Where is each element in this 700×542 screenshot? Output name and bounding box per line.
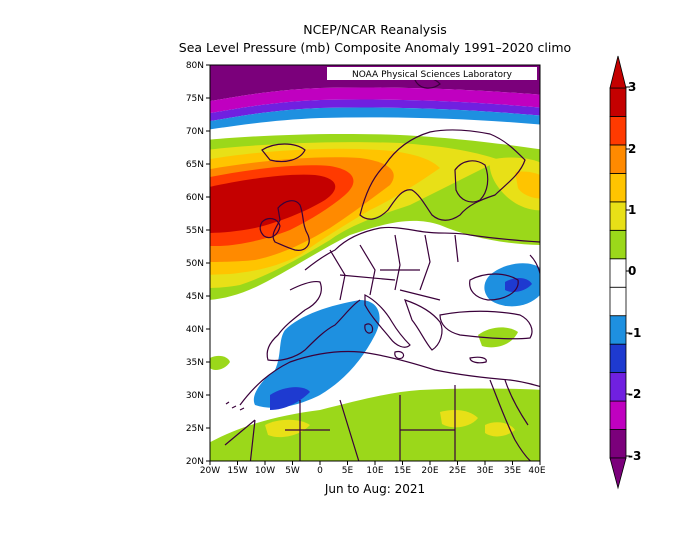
lat-tick-label: 40N [186,325,204,335]
colorbar-segment [609,229,627,260]
colorbar-segment [609,201,627,231]
colorbar-label: 2 [628,142,636,156]
coastlines [224,77,540,461]
lon-tick-label: 30E [476,466,493,476]
lat-tick-label: 55N [186,226,204,236]
colorbar-segment [609,87,627,117]
chart-subtitle: Sea Level Pressure (mb) Composite Anomal… [178,40,572,55]
contour-minus-morocco [270,387,310,410]
lat-tick-label: 70N [186,127,204,137]
colorbar-label: 1 [628,203,636,217]
colorbar-label: -2 [628,387,641,401]
contour-plus-libya [440,410,478,428]
lat-tick-label: 65N [186,160,204,170]
contour-plus-sudan [265,419,310,438]
colorbar-segment [609,372,627,402]
lon-tick-label: 15E [394,466,411,476]
colorbar-min-arrow [609,457,627,490]
contour-plus-turkey [478,327,518,348]
lat-tick-label: 30N [186,391,204,401]
chart-title: NCEP/NCAR Reanalysis [303,22,447,37]
colorbar-segment [609,172,627,203]
lon-tick-label: 0 [317,466,323,476]
colorbar-segment [609,400,627,430]
lat-tick-label: 60N [186,193,204,203]
colorbar-label: 3 [628,80,636,94]
colorbar-label: 0 [628,264,636,278]
lon-tick-label: 10E [366,466,383,476]
contour-plus-sahara [210,388,540,461]
lon-axis: 20W 15W 10W 5W 0 5E 10E 15E 20E 25E 30E … [200,461,546,476]
lat-tick-label: 35N [186,358,204,368]
colorbar-segment [609,343,627,374]
contour-plus-atlantic [210,355,230,370]
lon-tick-label: 35E [504,466,521,476]
lon-tick-label: 20W [200,466,220,476]
contour-minus2b [210,99,540,122]
lat-tick-label: 75N [186,94,204,104]
anomaly-field [210,65,540,461]
contour-plus-egypt [485,422,515,437]
contour-plus-east2 [515,171,540,199]
lat-axis: 80N 75N 70N 65N 60N 55N 50N 45N 40N 35N … [186,61,210,467]
lon-tick-label: 10W [255,466,275,476]
colorbar-segment [609,315,627,345]
credit-label: NOAA Physical Sciences Laboratory [352,70,513,80]
lat-tick-label: 50N [186,259,204,269]
colorbar-labels: 3 2 1 0 -1 -2 -3 [628,80,641,463]
lon-tick-label: 25E [449,466,466,476]
lon-tick-label: 5E [342,466,354,476]
contour-plus3-5 [210,174,336,233]
colorbar-label: -3 [628,449,641,463]
lat-tick-label: 45N [186,292,204,302]
period-label: Jun to Aug: 2021 [324,482,425,496]
colorbar-label: -1 [628,326,641,340]
lon-tick-label: 20E [421,466,438,476]
lat-tick-label: 25N [186,424,204,434]
colorbar-max-arrow [609,55,627,89]
colorbar-segment [609,116,627,146]
colorbar [609,55,630,490]
colorbar-segment [609,286,627,317]
contour-minus-iberia [253,300,380,408]
lon-tick-label: 40E [528,466,545,476]
credit-box [327,67,537,80]
contour-minus2 [210,87,540,114]
lon-tick-label: 5W [285,466,300,476]
colorbar-segment [609,144,627,174]
colorbar-segment [609,429,627,459]
lon-tick-label: 15W [227,466,247,476]
contour-plus-east [489,157,540,211]
colorbar-segment [609,258,627,288]
contour-minus1 [210,107,540,130]
lat-tick-label: 80N [186,61,204,71]
lat-tick-label: 20N [186,457,204,467]
